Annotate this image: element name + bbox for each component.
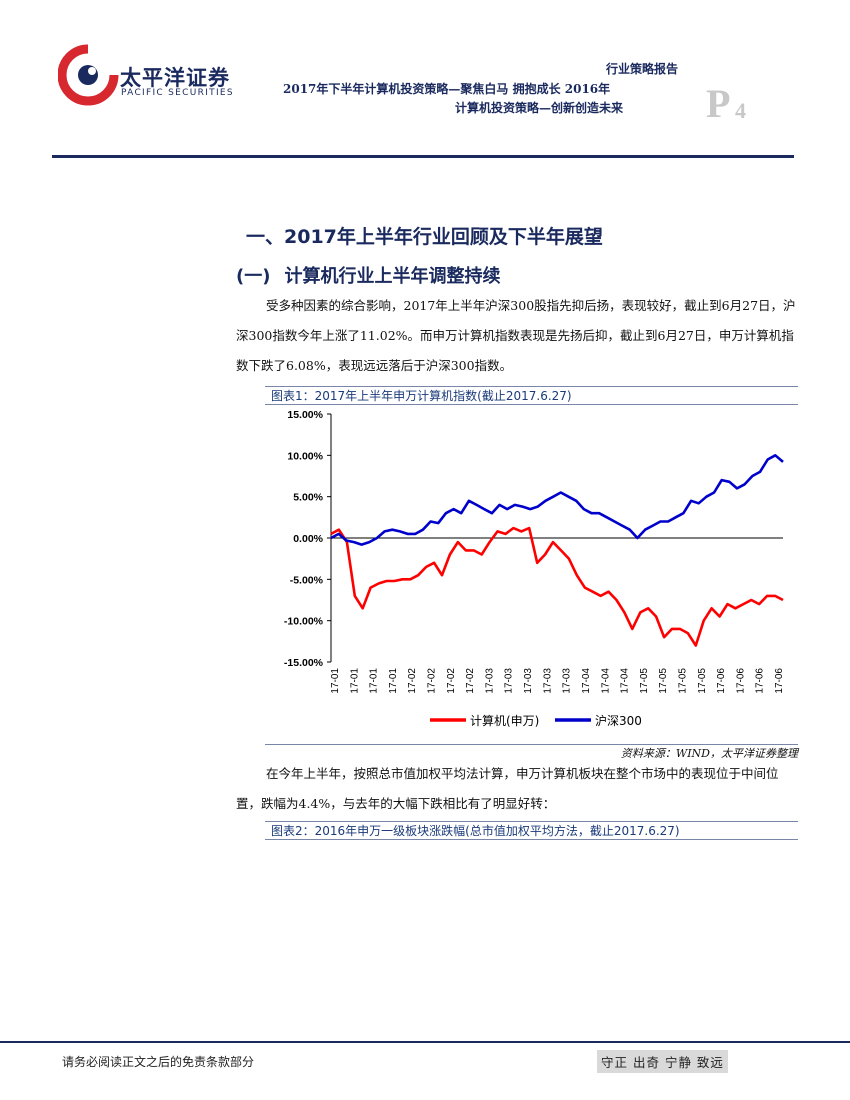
- subsection-title: 计算机行业上半年调整持续: [284, 266, 501, 287]
- footer-disclaimer: 请务必阅读正文之后的免责条款部分: [62, 1055, 255, 1069]
- series-line-computer: [330, 526, 784, 647]
- x-tick-label: 17-06: [735, 668, 746, 694]
- x-tick-label: 17-04: [620, 668, 631, 694]
- line-chart: 15.00% 10.00% 5.00% 0.00% -5.00% -10.00% -15.0…: [284, 409, 785, 728]
- y-tick-label: 5.00%: [293, 492, 323, 504]
- x-tick-label: 17-03: [523, 668, 534, 694]
- body-paragraph-2: 在今年上半年，按照总市值加权平均法计算，申万计算机板块在整个市场中的表现位于中间…: [236, 766, 779, 811]
- series-lines: [330, 453, 784, 647]
- x-tick-label: 17-04: [581, 668, 592, 694]
- x-tick-label: 17-05: [697, 668, 708, 694]
- body-paragraph-1: 受多种因素的综合影响，2017年上半年沪深300股指先抑后扬，表现较好，截止到6…: [236, 298, 796, 373]
- y-tick-label: 15.00%: [287, 409, 323, 421]
- report-title-line-2: 计算机投资策略—创新创造未来: [455, 101, 624, 115]
- figure-1-source: 资料来源：WIND，太平洋证券整理: [620, 747, 798, 760]
- x-tick-label: 17-01: [369, 668, 380, 694]
- x-tick-label: 17-03: [562, 668, 573, 694]
- legend-label: 沪深300: [595, 714, 642, 728]
- footer-divider: [0, 1041, 850, 1043]
- series-line-hs300: [330, 453, 784, 546]
- x-tick-label: 17-02: [465, 668, 476, 694]
- x-tick-label: 17-05: [639, 668, 650, 694]
- x-tick-label: 17-05: [658, 668, 669, 694]
- x-tick-label: 17-03: [542, 668, 553, 694]
- report-title-line-1: 2017年下半年计算机投资策略—聚焦白马 拥抱成长 2016年: [283, 82, 611, 96]
- legend-label: 计算机(申万): [470, 713, 539, 728]
- x-tick-label: 17-03: [484, 668, 495, 694]
- x-tick-label: 17-02: [407, 668, 418, 694]
- figure-1-caption: 图表1：2017年上半年申万计算机指数(截止2017.6.27): [265, 386, 798, 405]
- page-number: 4: [735, 98, 746, 123]
- x-tick-label: 17-01: [349, 668, 360, 694]
- y-tick-label: -10.00%: [284, 616, 324, 628]
- x-tick-label: 17-03: [504, 668, 515, 694]
- x-tick-label: 17-06: [716, 668, 727, 694]
- x-axis: 17-01 17-01 17-01 17-01 17-02 17-02 17-02 17-02…: [330, 537, 785, 694]
- x-tick-label: 17-05: [677, 668, 688, 694]
- y-tick-label: 0.00%: [293, 533, 323, 545]
- x-tick-label: 17-01: [388, 668, 399, 694]
- header-divider: [52, 155, 794, 158]
- page-number-prefix: P: [706, 81, 731, 126]
- footer-motto: 守正 出奇 宁静 致远: [597, 1050, 728, 1073]
- x-tick-label: 17-06: [774, 668, 785, 694]
- subsection-number: (一): [236, 266, 271, 287]
- x-tick-label: 17-02: [446, 668, 457, 694]
- figure-2-caption: 图表2：2016年申万一级板块涨跌幅(总市值加权平均方法，截止2017.6.27…: [265, 821, 798, 840]
- section-heading: 一、2017年上半年行业回顾及下半年展望: [246, 226, 603, 248]
- x-tick-label: 17-04: [600, 668, 611, 694]
- y-axis: 15.00% 10.00% 5.00% 0.00% -5.00% -10.00% -15.0…: [284, 409, 332, 669]
- logo-text-en: PACIFIC SECURITIES: [121, 88, 234, 98]
- y-tick-label: 10.00%: [287, 450, 323, 462]
- chart-legend: 计算机(申万) 沪深300: [430, 713, 642, 728]
- report-type: 行业策略报告: [606, 62, 679, 76]
- x-tick-label: 17-06: [755, 668, 766, 694]
- y-tick-label: -5.00%: [290, 574, 324, 586]
- x-tick-label: 17-01: [330, 668, 341, 694]
- source-divider: [265, 744, 798, 745]
- logo-mark-icon: [57, 43, 120, 106]
- company-logo: [57, 43, 238, 106]
- logo-text-cn: 太平洋证券: [120, 66, 230, 90]
- subsection-heading: (一) 计算机行业上半年调整持续: [236, 262, 500, 288]
- x-tick-label: 17-02: [427, 668, 438, 694]
- y-tick-label: -15.00%: [284, 657, 324, 669]
